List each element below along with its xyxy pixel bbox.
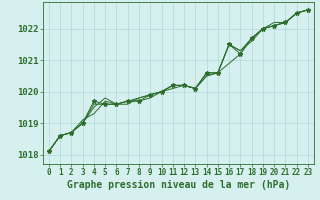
X-axis label: Graphe pression niveau de la mer (hPa): Graphe pression niveau de la mer (hPa) (67, 180, 290, 190)
